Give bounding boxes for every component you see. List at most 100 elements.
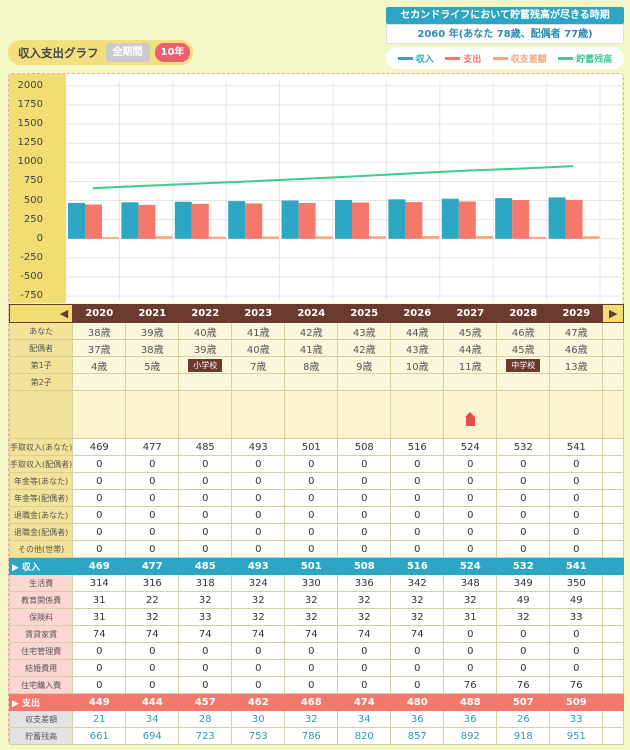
value-cell: 0 <box>125 659 180 677</box>
age-cell: 46歳 <box>496 322 551 340</box>
y-tick-label: 1250 <box>17 137 43 149</box>
data-row: 退職金(配偶者) 0 0 0 0 0 0 0 0 0 0 <box>8 523 625 541</box>
bar-balance <box>208 236 226 239</box>
row-label: 賃貸家賃 <box>8 625 74 643</box>
age-cell: 42歳 <box>284 322 339 340</box>
row-spacer <box>602 625 625 643</box>
value-cell: 0 <box>390 489 445 507</box>
value-cell: 0 <box>549 540 604 558</box>
age-cell <box>125 373 180 391</box>
age-cell: 44歳 <box>443 339 498 357</box>
value-cell: 0 <box>178 642 233 660</box>
value-cell: 0 <box>496 506 551 524</box>
bar-balance <box>155 236 173 239</box>
age-cell: 45歳 <box>496 339 551 357</box>
total-cell: 507 <box>496 693 551 711</box>
value-cell: 0 <box>284 455 339 473</box>
row-spacer <box>602 574 625 592</box>
row-label: 配偶者 <box>8 339 74 357</box>
all-period-button[interactable]: 全期間 <box>105 43 150 62</box>
legend-savings-swatch <box>558 56 574 60</box>
event-cell <box>337 390 392 439</box>
value-cell: 0 <box>443 506 498 524</box>
value-cell: 349 <box>496 574 551 592</box>
value-cell: 0 <box>390 642 445 660</box>
value-cell: 0 <box>72 455 127 473</box>
value-cell: 0 <box>72 540 127 558</box>
age-cell <box>178 373 233 391</box>
value-cell: 820 <box>337 727 392 745</box>
y-tick-label: 250 <box>23 213 43 225</box>
value-cell: 74 <box>231 625 286 643</box>
data-row: 年金等(配偶者) 0 0 0 0 0 0 0 0 0 0 <box>8 489 625 507</box>
age-cell: 39歳 <box>178 339 233 357</box>
age-cell: 46歳 <box>549 339 604 357</box>
value-cell: 0 <box>337 659 392 677</box>
age-cell: 41歳 <box>231 322 286 340</box>
prev-year-arrow[interactable]: ◀ <box>8 304 74 323</box>
y-tick-label: 1500 <box>17 118 43 130</box>
total-cell: 516 <box>390 557 445 575</box>
value-cell: 786 <box>284 727 339 745</box>
value-cell: 0 <box>231 659 286 677</box>
row-spacer <box>602 390 625 439</box>
bar-income <box>388 199 406 239</box>
value-cell: 0 <box>178 659 233 677</box>
value-cell: 31 <box>72 608 127 626</box>
bar-balance <box>315 236 333 239</box>
value-cell: 31 <box>443 608 498 626</box>
value-cell: 0 <box>337 642 392 660</box>
row-label: 退職金(あなた) <box>8 506 74 524</box>
total-label[interactable]: ▶ 支出 <box>8 693 74 711</box>
value-cell: 0 <box>390 523 445 541</box>
bar-income <box>281 200 299 239</box>
row-spacer <box>602 455 625 473</box>
bar-income <box>68 202 85 239</box>
value-cell: 336 <box>337 574 392 592</box>
age-cell: 9歳 <box>337 356 392 374</box>
bar-expense <box>138 204 156 239</box>
total-cell: 524 <box>443 557 498 575</box>
value-cell: 0 <box>72 489 127 507</box>
total-cell: 477 <box>125 557 180 575</box>
value-cell: 32 <box>390 591 445 609</box>
value-cell: 0 <box>178 489 233 507</box>
value-cell: 32 <box>496 608 551 626</box>
age-cell <box>390 373 445 391</box>
value-cell: 0 <box>496 455 551 473</box>
y-axis: 2000 1750 1500 1250 1000 750 500 250 0 -250 -500 -7… <box>9 74 66 303</box>
age-cell <box>549 373 604 391</box>
event-cell <box>443 390 498 439</box>
data-row: 退職金(あなた) 0 0 0 0 0 0 0 0 0 0 <box>8 506 625 524</box>
value-cell: 0 <box>549 455 604 473</box>
data-row: 住宅管理費 0 0 0 0 0 0 0 0 0 0 <box>8 642 625 660</box>
value-cell: 0 <box>496 472 551 490</box>
value-cell: 318 <box>178 574 233 592</box>
value-cell: 74 <box>337 625 392 643</box>
value-cell: 508 <box>337 438 392 456</box>
income-total-row: ▶ 収入 469 477 485 493 501 508 516 524 532 541 <box>8 557 625 575</box>
row-spacer <box>602 438 625 456</box>
total-cell: 532 <box>496 557 551 575</box>
age-cell: 41歳 <box>284 339 339 357</box>
value-cell: 0 <box>72 642 127 660</box>
age-cell: 8歳 <box>284 356 339 374</box>
house-icon[interactable] <box>464 411 475 426</box>
event-cell <box>390 390 445 439</box>
total-cell: 508 <box>337 557 392 575</box>
row-spacer <box>602 373 625 391</box>
graph-title-bar: 収入支出グラフ 全期間 10年 <box>8 40 194 65</box>
data-row: その他(世帯) 0 0 0 0 0 0 0 0 0 0 <box>8 540 625 558</box>
total-label[interactable]: ▶ 収入 <box>8 557 74 575</box>
total-cell: 509 <box>549 693 604 711</box>
row-label: 手取収入(あなた) <box>8 438 74 456</box>
value-cell: 0 <box>496 523 551 541</box>
value-cell: 0 <box>337 523 392 541</box>
value-cell: 30 <box>231 710 286 728</box>
next-year-arrow[interactable]: ▶ <box>602 304 625 323</box>
value-cell: 0 <box>231 540 286 558</box>
value-cell: 32 <box>284 608 339 626</box>
value-cell: 21 <box>72 710 127 728</box>
ten-years-button[interactable]: 10年 <box>154 43 191 62</box>
data-table: ◀ 2020 2021 2022 2023 2024 2025 2026 2027 2028 202… <box>8 304 625 745</box>
